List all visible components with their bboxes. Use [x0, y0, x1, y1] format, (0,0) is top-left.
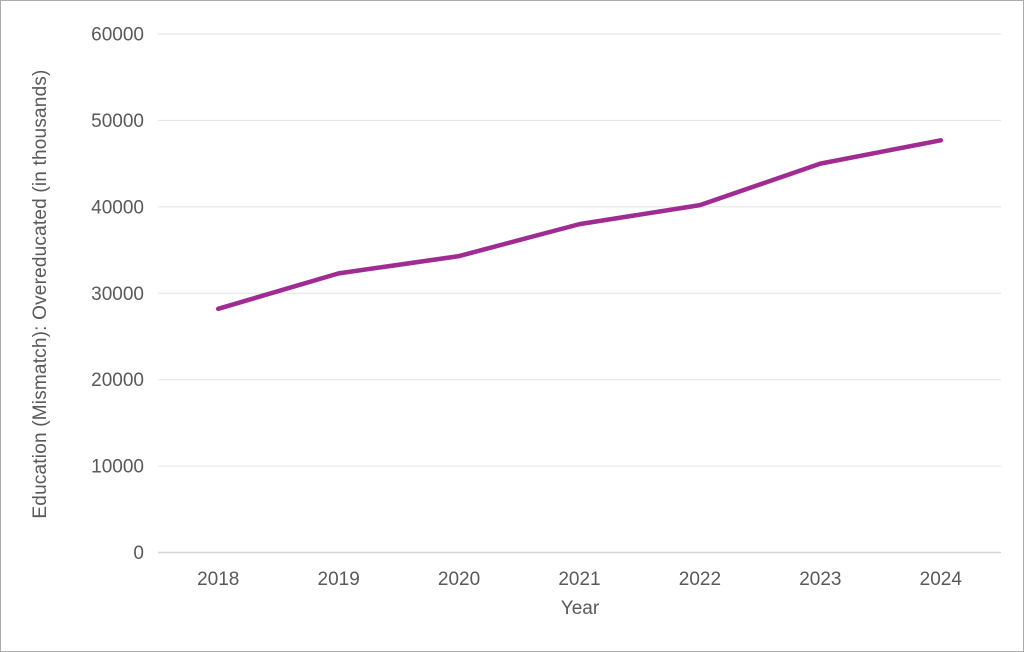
x-tick-label: 2022 — [679, 569, 721, 590]
series-line-overeducated — [215, 138, 944, 312]
x-tick-label: 2023 — [799, 569, 841, 590]
y-tick-label: 30000 — [91, 284, 144, 305]
x-tick-label: 2020 — [438, 569, 480, 590]
y-tick-label: 20000 — [91, 370, 144, 391]
x-axis-title: Year — [560, 598, 600, 619]
y-tick-label: 0 — [133, 543, 144, 564]
y-tick-label: 40000 — [91, 197, 144, 218]
x-tick-label: 2021 — [558, 569, 600, 590]
y-tick-label: 50000 — [91, 111, 144, 132]
y-tick-label: 10000 — [91, 457, 144, 478]
x-tick-label: 2024 — [920, 569, 963, 590]
x-tick-label: 2018 — [197, 569, 239, 590]
y-tick-label: 60000 — [91, 25, 144, 46]
x-tick-label: 2019 — [318, 569, 360, 590]
y-axis-title: Education (Mismatch): Overeducated (in t… — [30, 69, 51, 519]
